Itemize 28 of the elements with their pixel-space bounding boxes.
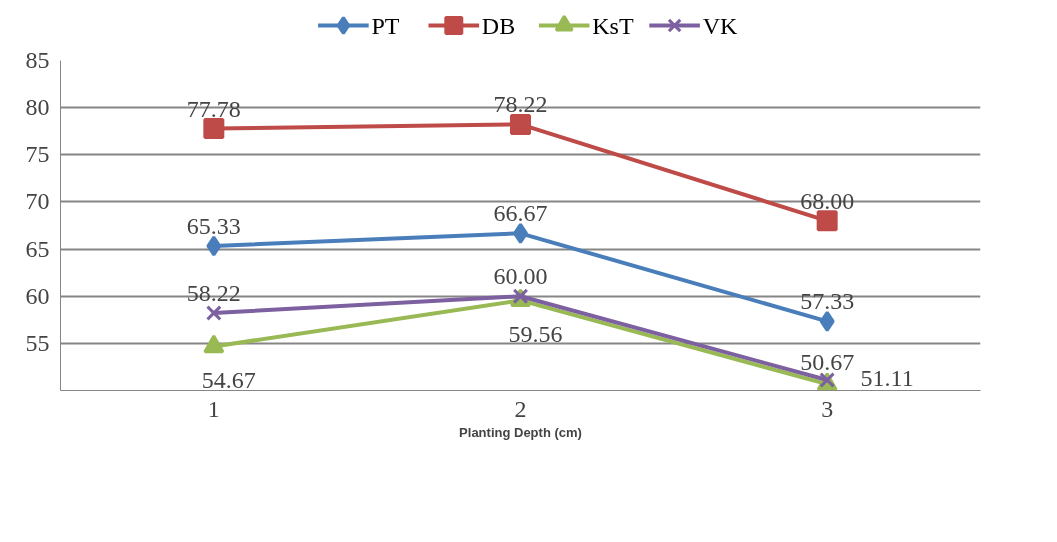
data-label: 60.00 <box>493 263 548 290</box>
point <box>510 113 531 135</box>
y-tick-label: 65 <box>25 235 50 262</box>
y-tick-label: 85 <box>25 47 50 73</box>
data-label: 59.56 <box>508 321 563 348</box>
y-tick-label: 55 <box>25 329 50 356</box>
point <box>819 310 835 332</box>
x-tick-label: 1 <box>207 395 220 422</box>
point <box>206 235 222 257</box>
x-tick-label: 3 <box>821 395 834 422</box>
legend-label: VK <box>702 12 738 39</box>
y-tick-label: 80 <box>25 94 50 121</box>
data-label: 65.33 <box>186 212 241 239</box>
legend-label: DB <box>481 12 516 39</box>
data-label: 66.67 <box>493 200 548 227</box>
y-tick-label: 70 <box>25 188 50 215</box>
point <box>816 210 838 232</box>
x-axis-title: Planting Depth (cm) <box>459 424 582 440</box>
legend-label: PT <box>371 12 400 39</box>
point <box>205 305 222 321</box>
data-label: 50.67 <box>800 349 855 376</box>
legend-label: KsT <box>592 12 634 39</box>
y-tick-label: 75 <box>25 141 50 168</box>
x-tick-label: 2 <box>514 395 527 422</box>
point <box>203 118 225 140</box>
y-tick-label: 60 <box>25 282 50 309</box>
data-label: 54.67 <box>201 367 256 394</box>
data-label: 51.11 <box>860 365 914 392</box>
